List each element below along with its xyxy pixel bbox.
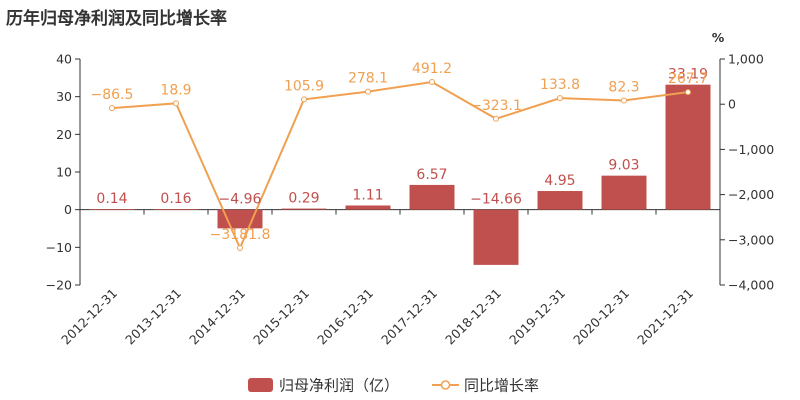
right-axis-tick-label: −2,000 xyxy=(728,187,774,202)
left-axis-tick-label: −10 xyxy=(46,240,72,255)
x-axis-tick-label: 2014-12-31 xyxy=(186,286,248,348)
x-axis-tick-label: 2021-12-31 xyxy=(634,286,696,348)
growth-rate-label: 267.7 xyxy=(668,71,708,87)
growth-rate-label: 133.8 xyxy=(540,77,580,93)
line-layer xyxy=(109,78,691,252)
legend-swatch-point xyxy=(440,380,451,390)
bar xyxy=(409,184,455,210)
x-axis-tick-label: 2015-12-31 xyxy=(250,286,312,348)
growth-rate-point xyxy=(429,78,435,85)
bar xyxy=(473,209,519,265)
bars-layer xyxy=(89,84,711,265)
growth-rate-point xyxy=(109,105,115,112)
x-axis-tick-label: 2019-12-31 xyxy=(506,286,568,348)
bar-value-label: 0.14 xyxy=(96,191,127,207)
growth-rate-point xyxy=(365,88,371,95)
growth-rate-point xyxy=(301,96,307,103)
bar xyxy=(537,191,583,210)
growth-rate-point xyxy=(237,245,243,252)
growth-rate-label: 82.3 xyxy=(608,79,639,95)
bar xyxy=(153,209,199,210)
x-axis-tick-label: 2013-12-31 xyxy=(122,286,184,348)
growth-rate-label: −323.1 xyxy=(470,98,522,114)
left-axis-tick-label: 30 xyxy=(56,89,72,104)
bar-value-label: 33.19 xyxy=(668,67,708,83)
growth-rate-label: 18.9 xyxy=(160,82,191,98)
bar-value-label: 1.11 xyxy=(352,187,383,203)
growth-rate-label: 491.2 xyxy=(412,61,452,77)
chart-title: 历年归母净利润及同比增长率 xyxy=(6,9,227,29)
left-axis-tick-label: 40 xyxy=(56,52,72,67)
growth-rate-line xyxy=(111,80,689,251)
left-axis-tick-label: −20 xyxy=(46,278,72,293)
x-axis-tick-label: 2012-12-31 xyxy=(58,286,120,348)
x-axis-tick-label: 2017-12-31 xyxy=(378,286,440,348)
legend-label-line: 同比增长率 xyxy=(464,377,539,395)
bar xyxy=(601,175,647,210)
x-axis-tick-label: 2020-12-31 xyxy=(570,286,632,348)
bar-value-label: 6.57 xyxy=(416,167,447,183)
growth-rate-label: −3181.8 xyxy=(210,227,271,243)
bar xyxy=(665,84,711,210)
labels-layer: 0.14 0.16 −4.96 0.29 1.11 6.57 −14.66 4.95 9.03 3… xyxy=(91,61,709,243)
bar-value-label: −14.66 xyxy=(470,192,522,208)
right-axis-tick-label: 0 xyxy=(728,97,736,112)
bar-value-label: −4.96 xyxy=(219,192,262,208)
x-axis-tick-label: 2018-12-31 xyxy=(442,286,504,348)
bar-value-label: 0.16 xyxy=(160,191,191,207)
right-axis-unit-label: % xyxy=(712,30,725,45)
left-axis-tick-label: 20 xyxy=(56,127,72,142)
growth-rate-point xyxy=(557,95,563,102)
right-axis-tick-label: −3,000 xyxy=(728,232,774,247)
growth-rate-point xyxy=(493,115,499,122)
x-axis-tick-label: 2016-12-31 xyxy=(314,286,376,348)
bar xyxy=(345,205,391,210)
bar xyxy=(281,208,327,210)
growth-rate-point xyxy=(685,89,691,96)
legend[interactable]: 归母净利润（亿） 同比增长率 xyxy=(248,377,539,395)
legend-swatch-bar xyxy=(248,378,273,392)
left-axis-tick-label: 0 xyxy=(64,202,72,217)
bar-value-label: 0.29 xyxy=(288,191,319,207)
right-axis-tick-label: 1,000 xyxy=(728,52,764,67)
growth-rate-label: 278.1 xyxy=(348,71,388,87)
legend-label-bar: 归母净利润（亿） xyxy=(279,377,399,395)
growth-rate-point xyxy=(621,97,627,104)
right-axis-tick-label: −4,000 xyxy=(728,278,774,293)
bar-value-label: 9.03 xyxy=(608,158,639,174)
left-axis-tick-label: 10 xyxy=(56,165,72,180)
bar-value-label: 4.95 xyxy=(544,173,575,189)
growth-rate-label: 105.9 xyxy=(284,78,324,94)
right-axis-tick-label: −1,000 xyxy=(728,142,774,157)
growth-rate-point xyxy=(173,100,179,107)
growth-rate-label: −86.5 xyxy=(91,87,134,103)
bar xyxy=(89,209,135,210)
